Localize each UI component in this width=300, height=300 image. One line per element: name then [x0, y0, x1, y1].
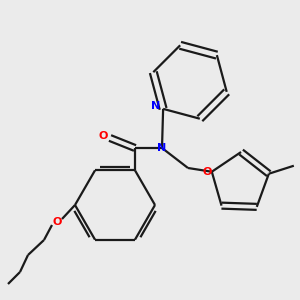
Text: N: N	[151, 101, 160, 111]
Text: O: O	[98, 131, 108, 141]
Text: O: O	[202, 167, 212, 177]
Text: N: N	[158, 143, 166, 153]
Text: O: O	[52, 217, 62, 227]
